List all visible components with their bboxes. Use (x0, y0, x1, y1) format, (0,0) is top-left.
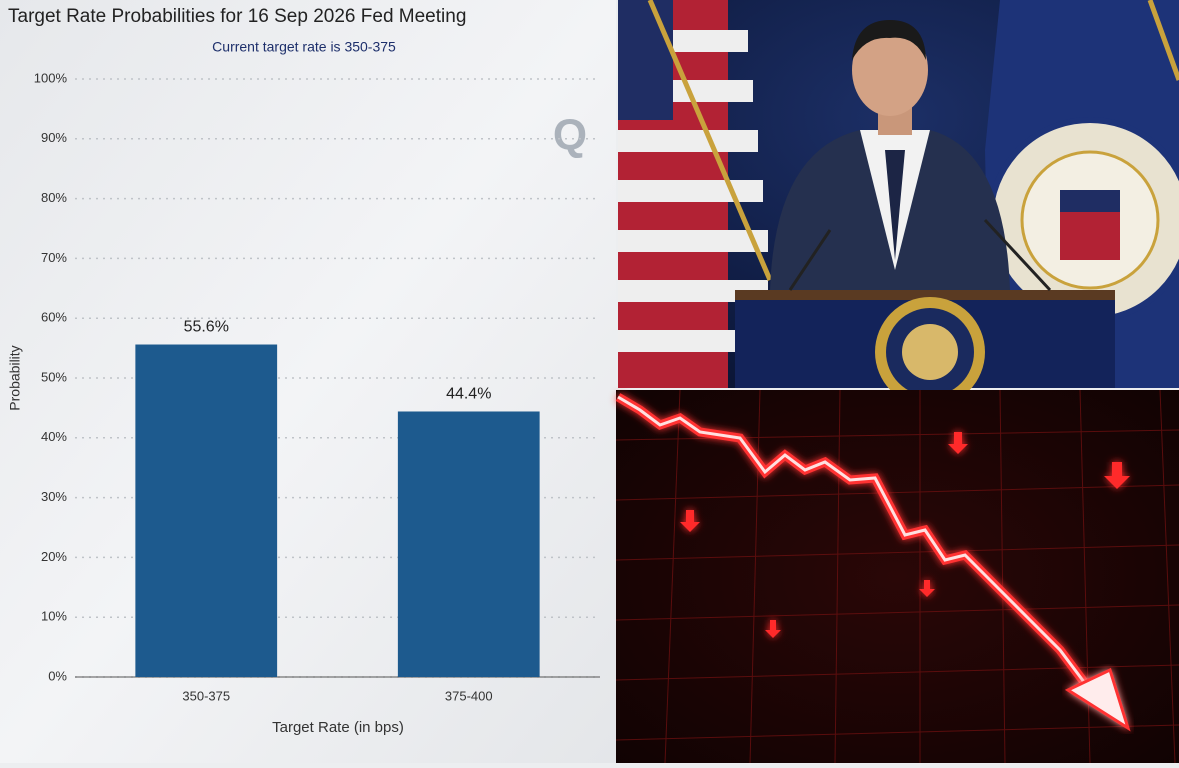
chart-title: Target Rate Probabilities for 16 Sep 202… (8, 6, 466, 27)
photo-panel (618, 0, 1179, 407)
x-tick-label: 375-400 (445, 688, 493, 703)
bar (397, 411, 540, 677)
watermark: Q (553, 111, 587, 160)
chart-subtitle: Current target rate is 350-375 (212, 39, 396, 55)
y-axis-label: Probability (7, 345, 23, 410)
y-tick-label: 10% (41, 609, 67, 624)
market-drop-panel (615, 389, 1179, 764)
y-tick-label: 70% (41, 250, 67, 265)
y-tick-label: 40% (41, 429, 67, 444)
y-tick-label: 100% (34, 70, 68, 85)
data-label: 44.4% (446, 386, 491, 403)
x-axis-label: Target Rate (in bps) (272, 719, 404, 736)
x-tick-label: 350-375 (182, 688, 230, 703)
y-tick-label: 60% (41, 310, 67, 325)
y-tick-label: 0% (48, 668, 67, 683)
y-tick-label: 20% (41, 549, 67, 564)
y-tick-label: 30% (41, 489, 67, 504)
y-tick-label: 80% (41, 190, 67, 205)
y-tick-label: 50% (41, 369, 67, 384)
y-tick-label: 90% (41, 130, 67, 145)
bar (135, 344, 278, 677)
data-label: 55.6% (184, 319, 229, 336)
